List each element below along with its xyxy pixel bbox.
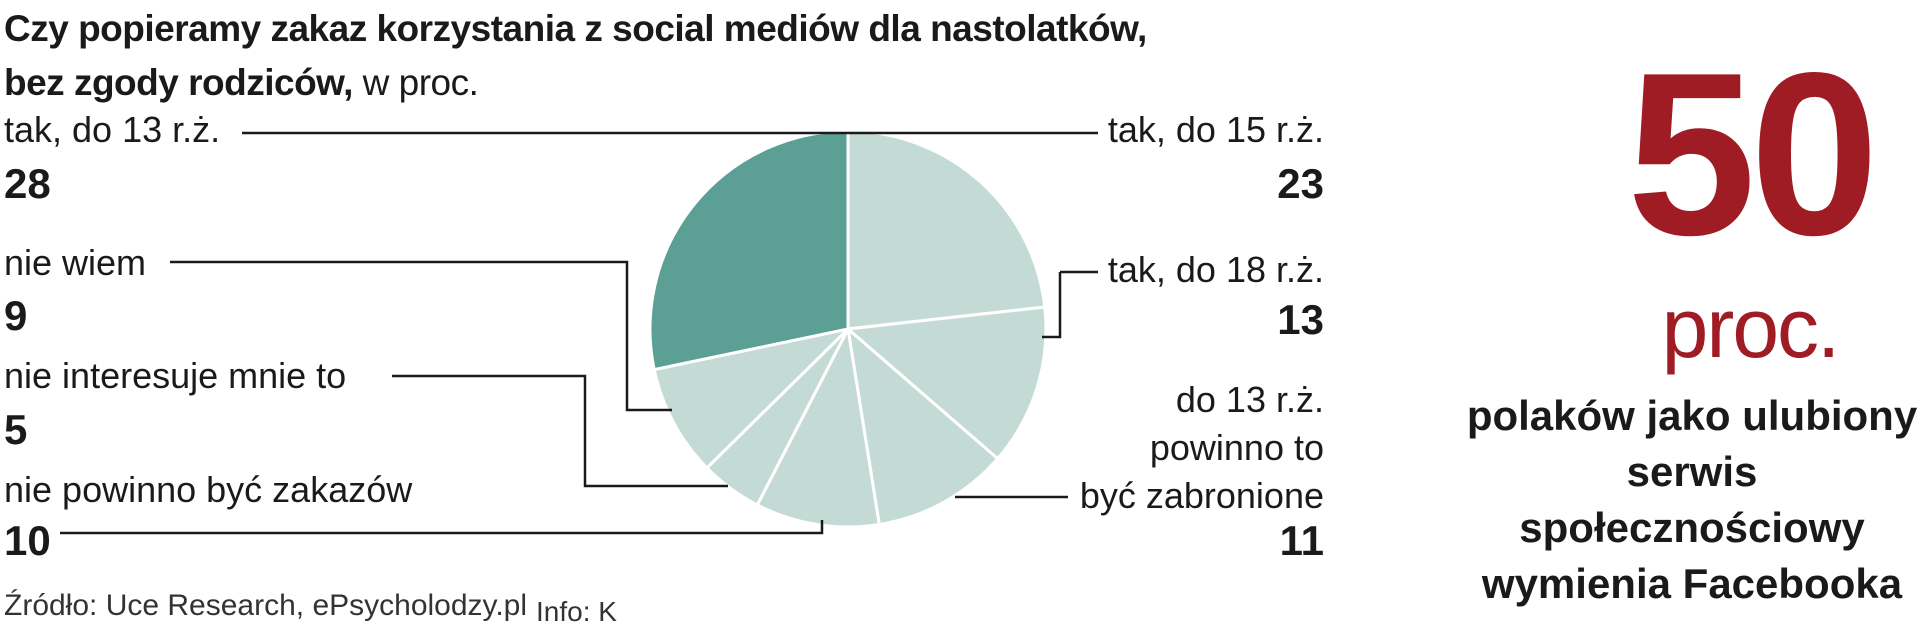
- value-zabronione: 11: [1279, 517, 1324, 564]
- value-tak-15: 23: [1277, 160, 1324, 207]
- label-tak-15: tak, do 15 r.ż.: [1107, 109, 1324, 150]
- label-nie-wiem: nie wiem: [4, 242, 147, 283]
- pie-slice-5: [652, 326, 853, 471]
- value-tak-13: 28: [4, 160, 51, 207]
- highlight-number: 50: [1626, 25, 1879, 284]
- chart-title-line2: bez zgody rodziców, w proc.: [4, 56, 1147, 110]
- highlight-unit: proc.: [1661, 281, 1841, 375]
- value-tak-18: 13: [1277, 296, 1324, 343]
- label-zabronione-line2: powinno to: [1149, 427, 1324, 468]
- label-tak-13: tak, do 13 r.ż.: [4, 109, 221, 150]
- pie-slice-2: [845, 325, 1000, 527]
- pie-slice-0: [846, 129, 1047, 331]
- chart-title-line2-bold: bez zgody rodziców,: [4, 62, 353, 103]
- source-note: Źródło: Uce Research, ePsycholodzy.pl: [4, 589, 528, 622]
- pie-slices: [648, 129, 1048, 529]
- label-nie-powinno: nie powinno być zakazów: [4, 469, 413, 510]
- value-nie-interesuje: 5: [4, 406, 28, 453]
- label-tak-18: tak, do 18 r.ż.: [1107, 249, 1324, 290]
- leader-line-niepowinno: [60, 520, 824, 535]
- chart-title-line1: Czy popieramy zakaz korzystania z social…: [4, 8, 1147, 49]
- chart-title-unit: w proc.: [352, 62, 479, 103]
- pie-slice-3: [755, 324, 882, 529]
- value-nie-powinno: 10: [4, 517, 51, 564]
- info-note: Info: K: [536, 596, 617, 627]
- highlight-text: polaków jako ulubiony serwis społecznośc…: [1466, 392, 1918, 607]
- leader-line-niewiem: [170, 260, 672, 412]
- leader-lines: [60, 131, 1098, 535]
- leader-line-tak18: [1042, 272, 1062, 339]
- label-nie-interesuje: nie interesuje mnie to: [4, 355, 347, 396]
- value-nie-wiem: 9: [4, 292, 28, 339]
- pie-slice-1: [844, 305, 1048, 461]
- leader-line-nieinteresuje: [392, 374, 728, 488]
- chart-title: Czy popieramy zakaz korzystania z social…: [4, 2, 1147, 110]
- pie-slice-6: [648, 129, 850, 372]
- label-zabronione-line1: do 13 r.ż.: [1175, 379, 1324, 420]
- label-zabronione-line3: być zabronione: [1079, 475, 1324, 516]
